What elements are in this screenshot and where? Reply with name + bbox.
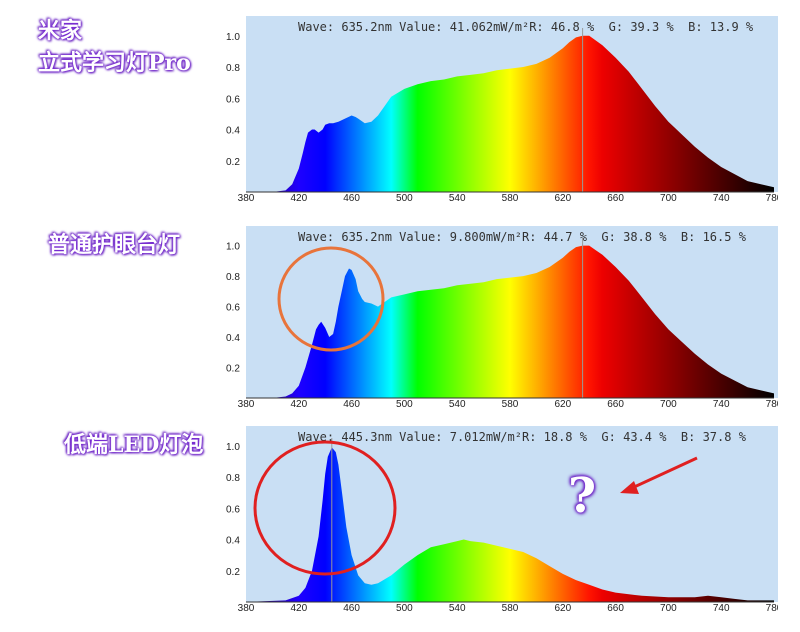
spectrum-area	[246, 447, 774, 602]
x-tick-label: 740	[713, 193, 730, 202]
x-tick-label: 460	[343, 193, 360, 202]
y-tick-label: 0.8	[226, 473, 240, 484]
x-tick-label: 620	[554, 399, 571, 408]
y-tick-label: 1.0	[226, 442, 240, 453]
y-tick-label: 0.4	[226, 333, 240, 344]
label-panel1-line2: 立式学习灯Pro	[38, 50, 191, 76]
x-tick-label: 540	[449, 193, 466, 202]
x-tick-label: 420	[290, 399, 307, 408]
x-tick-label: 660	[607, 193, 624, 202]
x-tick-label: 380	[238, 193, 255, 202]
y-tick-label: 0.6	[226, 504, 240, 515]
y-tick-label: 0.2	[226, 157, 240, 168]
y-tick-label: 0.2	[226, 567, 240, 578]
spectrum-area	[246, 245, 774, 398]
y-tick-label: 0.6	[226, 303, 240, 314]
x-tick-label: 740	[713, 603, 730, 612]
x-tick-label: 500	[396, 193, 413, 202]
x-tick-label: 580	[502, 399, 519, 408]
x-tick-label: 500	[396, 603, 413, 612]
x-tick-label: 420	[290, 193, 307, 202]
x-tick-label: 700	[660, 603, 677, 612]
x-tick-label: 460	[343, 399, 360, 408]
y-tick-label: 0.6	[226, 94, 240, 105]
x-tick-label: 700	[660, 399, 677, 408]
y-tick-label: 0.4	[226, 536, 240, 547]
x-tick-label: 660	[607, 603, 624, 612]
x-tick-label: 620	[554, 193, 571, 202]
spectrum-panel-2: 380 420 460 500 540 580 620 660 700 740 780 1.0 0.8 0…	[222, 226, 778, 408]
label-panel3: 低端LED灯泡	[64, 432, 204, 458]
x-tick-label: 500	[396, 399, 413, 408]
y-tick-label: 0.8	[226, 63, 240, 74]
spectrum-chart-1: 380 420 460 500 540 580 620 660 700 740 780 1.0 0.8 0…	[222, 16, 778, 202]
label-panel1-line1: 米家	[38, 18, 83, 44]
y-tick-label: 0.8	[226, 272, 240, 283]
x-tick-label: 580	[502, 193, 519, 202]
label-panel2: 普通护眼台灯	[48, 232, 181, 258]
x-tick-label: 740	[713, 399, 730, 408]
question-mark: ?	[568, 468, 597, 524]
x-tick-label: 540	[449, 603, 466, 612]
y-tick-label: 1.0	[226, 32, 240, 43]
y-tick-label: 0.4	[226, 126, 240, 137]
x-tick-label: 380	[238, 399, 255, 408]
x-tick-label: 460	[343, 603, 360, 612]
spectrum-area	[246, 35, 774, 192]
spectrum-panel-3: 380 420 460 500 540 580 620 660 700 740 780 1.0 0.8 0…	[222, 426, 778, 612]
spectrum-panel-1: 380 420 460 500 540 580 620 660 700 740 780 1.0 0.8 0…	[222, 16, 778, 202]
x-tick-label: 540	[449, 399, 466, 408]
x-tick-label: 780	[766, 399, 778, 408]
x-tick-label: 780	[766, 603, 778, 612]
spectrum-chart-2: 380 420 460 500 540 580 620 660 700 740 780 1.0 0.8 0…	[222, 226, 778, 408]
x-tick-label: 620	[554, 603, 571, 612]
x-tick-label: 660	[607, 399, 624, 408]
x-tick-label: 780	[766, 193, 778, 202]
x-tick-label: 700	[660, 193, 677, 202]
x-tick-label: 580	[502, 603, 519, 612]
y-tick-label: 1.0	[226, 242, 240, 253]
x-tick-label: 380	[238, 603, 255, 612]
spectrum-chart-3: 380 420 460 500 540 580 620 660 700 740 780 1.0 0.8 0…	[222, 426, 778, 612]
y-tick-label: 0.2	[226, 364, 240, 375]
x-tick-label: 420	[290, 603, 307, 612]
